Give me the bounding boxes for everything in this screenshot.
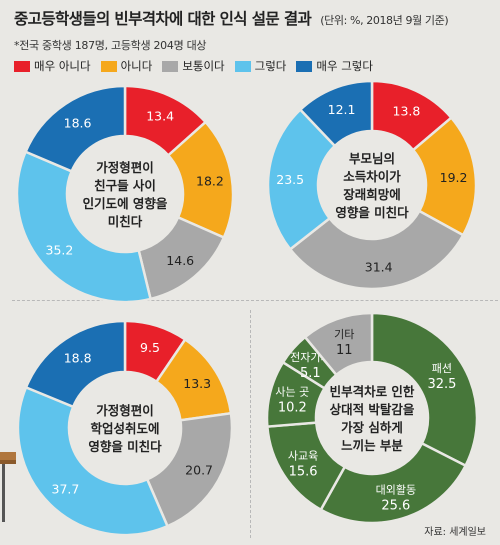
slice-value-label: 15.6: [289, 464, 318, 479]
donut-slice: [266, 107, 337, 252]
donut-center-text: 미친다: [108, 214, 143, 229]
subtitle: *전국 중학생 187명, 고등학생 204명 대상: [14, 39, 207, 52]
donut-center-text: 빈부격차로 인한: [330, 384, 415, 399]
slice-value-label: 19.2: [440, 170, 468, 185]
donut-slice: [288, 209, 465, 291]
donut-slice: [298, 79, 374, 148]
slice-value-label: 25.6: [381, 498, 410, 513]
slice-value-label: 13.3: [183, 376, 211, 391]
slice-value-label: 14.6: [166, 253, 194, 268]
slice-value-label: 18.6: [64, 115, 92, 130]
slice-value-label: 32.5: [427, 377, 456, 392]
donut-center-text: 인기도에 영향을: [83, 196, 168, 211]
donut-center-text: 느끼는 부분: [341, 438, 403, 453]
slice-category-label: 기타: [334, 328, 354, 341]
legend-swatch: [234, 60, 251, 72]
slice-value-label: 5.1: [300, 366, 321, 381]
donut-center-text: 소득차이가: [343, 169, 401, 184]
slice-value-label: 11: [336, 343, 353, 358]
donut-slice: [319, 441, 468, 525]
legend-label: 아니다: [120, 59, 153, 73]
donut-slice: [23, 84, 127, 173]
slice-label: 사는 곳 10.2: [275, 386, 309, 416]
legend-swatch: [14, 60, 30, 72]
slice-value-label: 23.5: [276, 172, 304, 187]
slice-label: 대외활동 25.6: [376, 482, 416, 513]
slice-value-label: 35.2: [46, 243, 74, 258]
legend-label: 매우 아니다: [34, 59, 91, 73]
slice-value-label: 20.7: [185, 463, 213, 478]
unit-note: (단위: %, 2018년 9월 기준): [320, 14, 449, 27]
donut-center-text: 가정형편이: [96, 160, 154, 175]
legend-item: 매우 아니다: [14, 58, 91, 74]
slice-category-label: 대외활동: [376, 482, 416, 496]
desk-illustration: [0, 452, 16, 522]
slice-label: 패션 32.5: [427, 362, 456, 392]
donut-slice: [370, 311, 479, 468]
slice-value-label: 13.8: [393, 104, 421, 119]
slice-category-label: 사는 곳: [275, 386, 309, 399]
source-note: 자료: 세계일보: [424, 527, 486, 538]
donut-slice: [145, 411, 234, 528]
slice-value-label: 18.2: [196, 174, 224, 189]
legend-label: 그렇다: [254, 59, 287, 73]
slice-label: 기타 11: [334, 328, 354, 358]
slice-value-label: 13.4: [146, 109, 174, 124]
donut-slice: [16, 385, 170, 537]
legend-item: 보통이다: [162, 58, 225, 74]
slice-category-label: 사교육: [288, 449, 318, 462]
legend-swatch: [296, 60, 313, 72]
legend-label: 보통이다: [182, 59, 225, 73]
slice-value-label: 18.8: [64, 350, 92, 365]
donut-slice: [15, 150, 153, 304]
donut-center-text: 영향을 미친다: [335, 205, 409, 220]
slice-value-label: 9.5: [140, 340, 160, 355]
title-line: 중고등학생들의 빈부격차에 대한 인식 설문 결과 (단위: %, 2018년 …: [14, 7, 449, 29]
legend-swatch: [162, 60, 179, 72]
legend: 매우 아니다 아니다 보통이다 그렇다 매우 그렇다: [14, 58, 373, 74]
donut-center-text: 가장 심하게: [341, 420, 403, 435]
donut-slice: [24, 319, 127, 409]
legend-swatch: [100, 60, 117, 72]
legend-item: 그렇다: [234, 58, 287, 74]
chart-title: 중고등학생들의 빈부격차에 대한 인식 설문 결과: [14, 10, 312, 28]
slice-value-label: 10.2: [278, 401, 307, 416]
slice-label: 사교육 15.6: [288, 449, 318, 479]
donut-center-text: 영향을 미친다: [88, 439, 162, 454]
slice-category-label: 패션: [432, 362, 452, 375]
donut-center-text: 장래희망에: [343, 187, 401, 202]
donut-center-text: 학업성취도에: [90, 421, 159, 436]
slice-value-label: 12.1: [328, 102, 356, 117]
vertical-divider: [250, 310, 251, 538]
horizontal-divider: [12, 300, 498, 301]
donut-center-text: 부모님의: [349, 151, 395, 166]
slice-value-label: 31.4: [365, 260, 393, 275]
donut-slice: [303, 311, 374, 377]
slice-value-label: 37.7: [52, 482, 80, 497]
donut-center-text: 가정형편이: [96, 403, 154, 418]
legend-item: 매우 그렇다: [296, 58, 373, 74]
donut-center-text: 상대적 박탈감을: [330, 402, 415, 417]
legend-item: 아니다: [100, 58, 153, 74]
legend-label: 매우 그렇다: [316, 59, 373, 73]
donut-center-text: 친구들 사이: [94, 178, 156, 193]
